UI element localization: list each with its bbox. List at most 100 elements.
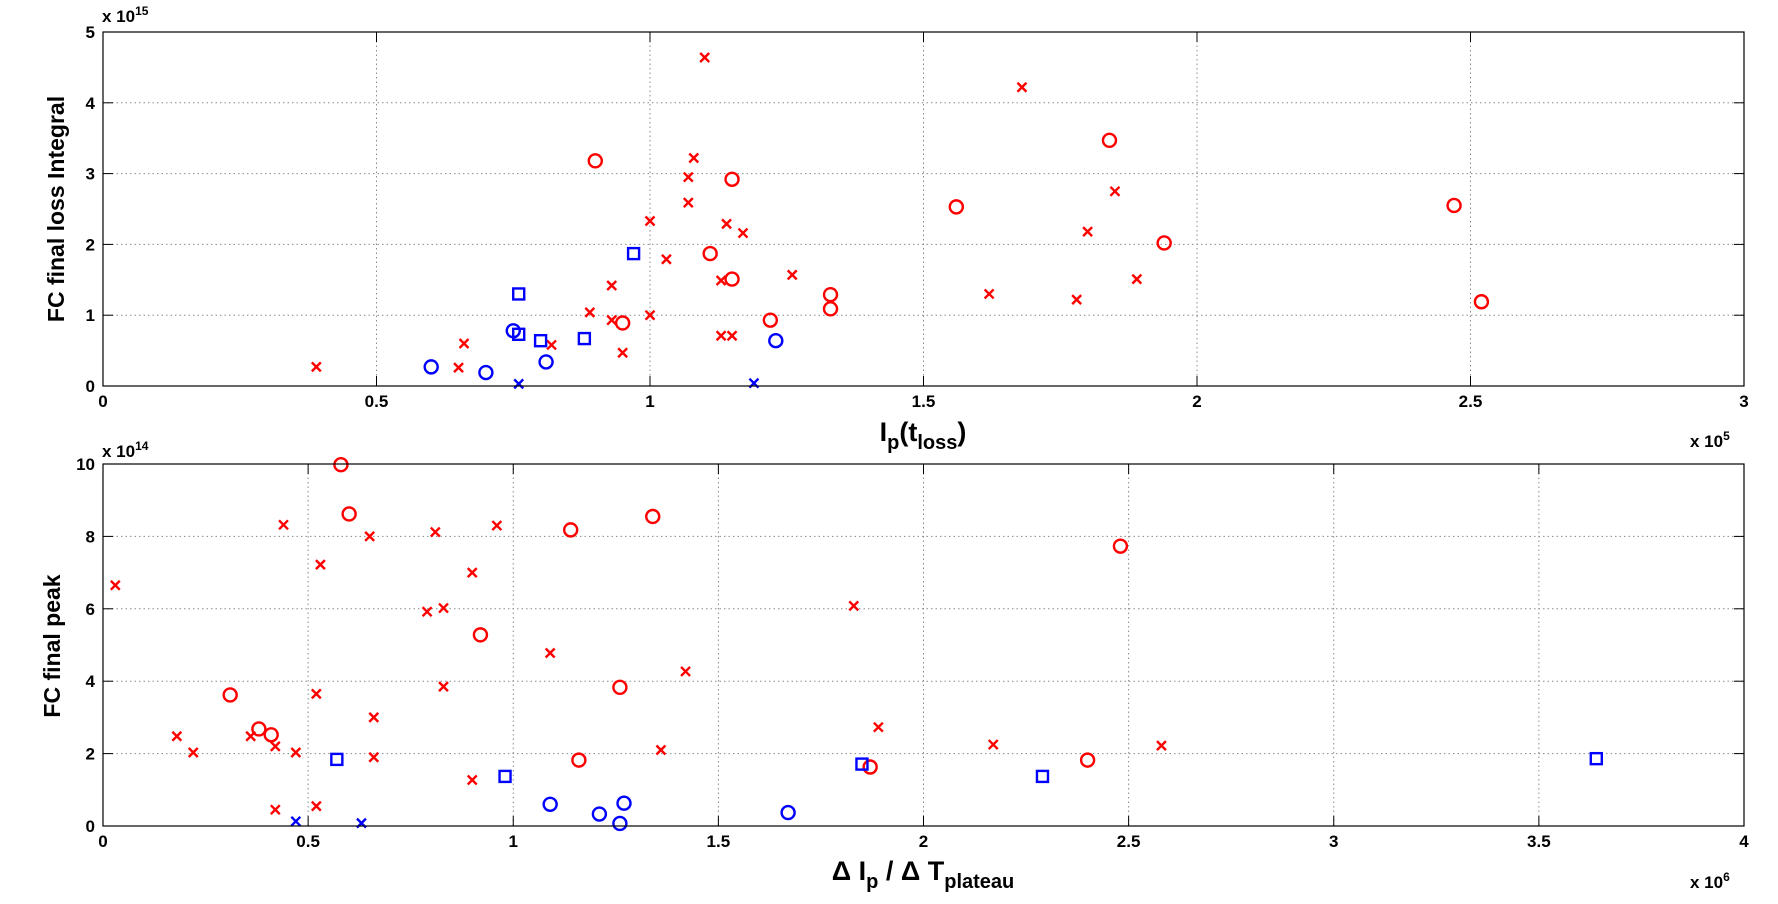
top-point-red-o xyxy=(1473,294,1490,310)
bottom-data-points xyxy=(109,457,1604,832)
top-point-red-o xyxy=(724,271,740,287)
bottom-point-blue-square xyxy=(330,752,344,767)
top-point-red-x xyxy=(715,275,727,286)
bottom-point-red-x xyxy=(269,804,281,816)
top-point-red-x xyxy=(682,197,694,208)
bottom-y-tick-label: 4 xyxy=(86,672,96,691)
top-point-red-x xyxy=(606,314,618,326)
bottom-point-blue-x xyxy=(290,815,302,827)
top-point-red-x xyxy=(737,227,749,239)
bottom-point-red-o xyxy=(571,752,587,768)
bottom-x-tick-label: 4 xyxy=(1739,832,1749,851)
bottom-point-red-x xyxy=(109,579,121,591)
bottom-y-tick-label: 10 xyxy=(76,455,95,474)
bottom-gridlines xyxy=(103,464,1744,826)
bottom-point-red-x xyxy=(269,741,281,752)
top-y-tick-label: 3 xyxy=(86,165,95,184)
bottom-point-red-x xyxy=(848,600,860,612)
bottom-point-red-x xyxy=(278,519,289,531)
bottom-x-tick-label: 3 xyxy=(1329,832,1338,851)
top-point-red-o xyxy=(762,312,779,328)
top-point-red-x xyxy=(453,362,464,373)
bottom-point-red-o xyxy=(263,727,279,743)
bottom-point-red-x xyxy=(544,647,556,659)
top-axes-box xyxy=(102,31,1745,387)
top-point-red-x xyxy=(310,361,322,373)
bottom-point-red-o xyxy=(251,721,267,737)
bottom-x-tick-label: 1.5 xyxy=(707,832,731,851)
top-point-red-x xyxy=(644,309,656,321)
top-data-points xyxy=(310,52,1490,390)
top-point-blue-o xyxy=(768,332,784,349)
bottom-point-red-x xyxy=(466,567,478,578)
top-gridlines xyxy=(103,32,1744,386)
bottom-axes-box xyxy=(102,463,1745,827)
top-point-blue-o xyxy=(478,364,494,381)
bottom-x-tick-label: 3.5 xyxy=(1527,832,1551,851)
top-point-red-x xyxy=(584,307,596,318)
top-x-tick-label: 0 xyxy=(98,392,107,411)
bottom-point-blue-o xyxy=(616,795,632,811)
bottom-point-red-x xyxy=(310,688,322,700)
top-y-scale-label: x 1015 xyxy=(102,4,149,26)
top-point-red-x xyxy=(606,280,618,291)
top-point-red-x xyxy=(1016,81,1028,93)
bottom-point-red-x xyxy=(368,712,380,723)
top-point-red-x xyxy=(1131,273,1143,285)
top-point-red-x xyxy=(726,330,738,342)
top-point-red-x xyxy=(983,288,995,300)
top-point-red-o xyxy=(702,245,718,262)
bottom-point-red-o xyxy=(645,508,661,525)
top-point-blue-square xyxy=(626,246,641,261)
top-point-red-o xyxy=(822,301,839,317)
top-point-red-x xyxy=(688,152,700,164)
bottom-point-red-x xyxy=(680,666,691,677)
bottom-point-red-x xyxy=(491,520,503,531)
bottom-y-axis-label: FC final peak xyxy=(39,574,65,717)
bottom-point-red-x xyxy=(421,606,433,618)
bottom-point-red-o xyxy=(1112,538,1129,554)
top-point-red-x xyxy=(1071,294,1083,305)
top-point-red-o xyxy=(614,315,631,331)
bottom-point-red-o xyxy=(862,759,878,775)
bottom-point-red-x xyxy=(466,774,478,786)
top-x-tick-label: 2 xyxy=(1192,392,1201,411)
bottom-point-red-x xyxy=(438,602,449,614)
bottom-panel: 0 0.5 1 1.5 2 2.5 3 3.5 4 0 2 4 6 8 10 x 1014 x 106 FC… xyxy=(39,439,1749,893)
top-point-red-x xyxy=(458,338,470,349)
top-point-red-x xyxy=(617,347,628,359)
top-point-blue-square xyxy=(512,287,526,301)
bottom-point-blue-square xyxy=(1035,769,1050,784)
bottom-point-red-x xyxy=(187,747,199,758)
bottom-point-red-o xyxy=(612,679,628,696)
top-x-tick-label: 0.5 xyxy=(365,392,389,411)
bottom-point-red-x xyxy=(429,526,441,538)
top-point-red-x xyxy=(546,339,557,351)
bottom-point-red-x xyxy=(873,721,884,733)
top-ticks: 0 0.5 1 1.5 2 2.5 3 0 1 2 3 4 5 xyxy=(86,23,1749,411)
bottom-point-blue-o xyxy=(591,806,608,822)
bottom-point-red-o xyxy=(341,506,357,522)
top-point-red-x xyxy=(699,52,711,63)
bottom-point-red-x xyxy=(315,559,326,570)
top-point-red-x xyxy=(661,253,672,265)
top-point-red-x xyxy=(682,171,694,183)
top-x-tick-label: 1.5 xyxy=(912,392,936,411)
top-panel: 0 0.5 1 1.5 2 2.5 3 0 1 2 3 4 5 x 1015 x 105 FC fina… xyxy=(43,4,1749,454)
bottom-point-red-o xyxy=(333,457,349,473)
top-y-tick-label: 5 xyxy=(86,23,95,42)
bottom-point-red-x xyxy=(368,751,380,763)
top-y-tick-label: 1 xyxy=(86,306,95,325)
top-point-red-x xyxy=(644,215,656,227)
bottom-point-red-o xyxy=(562,522,579,538)
top-y-axis-label: FC final loss Integral xyxy=(43,96,69,322)
top-y-tick-label: 4 xyxy=(86,94,96,113)
top-point-red-x xyxy=(1109,185,1121,197)
top-point-red-x xyxy=(786,269,798,281)
bottom-ticks: 0 0.5 1 1.5 2 2.5 3 3.5 4 0 2 4 6 8 10 xyxy=(76,455,1749,851)
top-x-scale-label: x 105 xyxy=(1690,429,1730,451)
bottom-y-tick-label: 2 xyxy=(86,745,95,764)
bottom-point-red-x xyxy=(364,531,376,542)
bottom-point-red-x xyxy=(655,744,667,756)
